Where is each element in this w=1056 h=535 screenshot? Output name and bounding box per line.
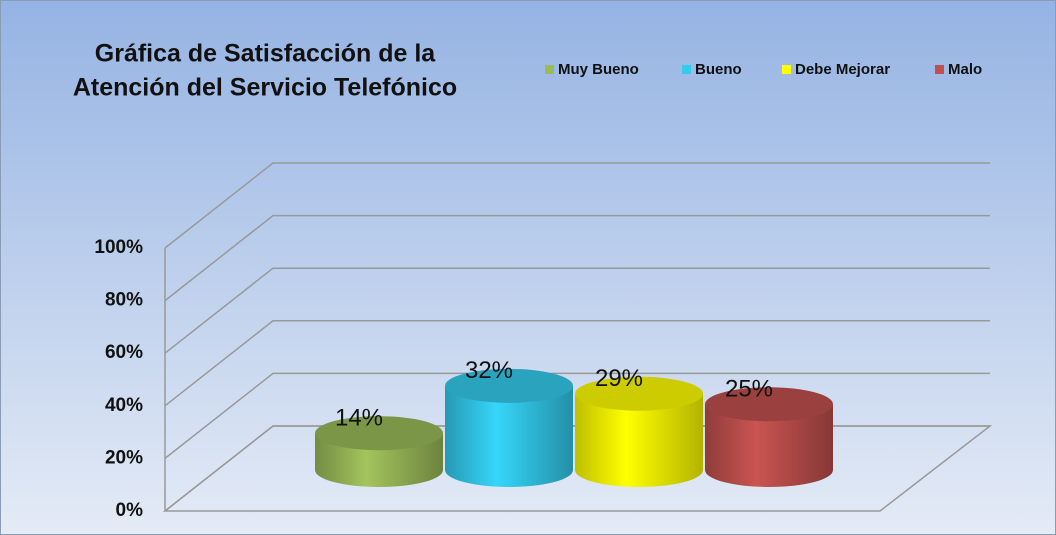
data-label: 14%: [335, 405, 383, 432]
cylinder-top: [315, 416, 443, 451]
legend-swatch: [935, 65, 944, 74]
cylinder-top: [705, 387, 833, 422]
grid-line: [164, 372, 990, 459]
legend-swatch: [682, 65, 691, 74]
legend-label: Muy Bueno: [558, 61, 639, 78]
data-label: 29%: [595, 365, 643, 392]
data-label: 32%: [465, 357, 513, 384]
legend-label: Bueno: [695, 61, 742, 78]
cylinder-top: [445, 368, 573, 403]
legend-label: Debe Mejorar: [795, 61, 890, 78]
cylinder-body: [705, 404, 833, 487]
legend-swatch: [782, 65, 791, 74]
grid-line: [164, 214, 990, 302]
y-tick-label: 40%: [105, 395, 143, 416]
chart-title: Atención del Servicio Telefónico: [73, 74, 457, 102]
grid-line: [164, 320, 990, 407]
cylinder-body: [575, 393, 703, 487]
y-tick-label: 80%: [105, 290, 143, 311]
y-tick-label: 0%: [116, 500, 144, 521]
y-tick-label: 100%: [94, 237, 143, 258]
chart-title: Gráfica de Satisfacción de la: [95, 40, 437, 68]
cylinder-top: [575, 376, 703, 411]
data-label: 25%: [725, 376, 773, 403]
grid-line: [164, 162, 990, 249]
cylinder-body: [445, 385, 573, 487]
y-tick-label: 60%: [105, 342, 143, 363]
grid-line: [164, 267, 990, 354]
legend-swatch: [545, 65, 554, 74]
y-tick-label: 20%: [105, 447, 143, 468]
legend-label: Malo: [948, 61, 982, 78]
